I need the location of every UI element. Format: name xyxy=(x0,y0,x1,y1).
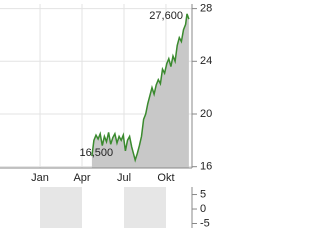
x-tick-label: Jan xyxy=(31,172,49,184)
annotation: 16,500 xyxy=(80,147,114,159)
y-tick-label: 20 xyxy=(200,108,212,120)
y-tick-label: 5 xyxy=(200,188,206,200)
period-band xyxy=(123,187,166,228)
x-tick-label: Apr xyxy=(73,172,90,184)
annotation: 27,600 xyxy=(149,10,183,22)
area xyxy=(91,13,189,169)
x-tick-label: Jul xyxy=(117,172,131,184)
chart: 16 20 24 28 Jan Apr Jul Okt 27,600 16,500 5 0 -5 xyxy=(0,3,212,229)
y-tick-label: 16 xyxy=(200,161,212,173)
x-tick-label: Okt xyxy=(157,172,174,184)
y-tick-label: 0 xyxy=(200,203,206,215)
y-tick-label: 24 xyxy=(200,55,212,67)
y-tick-label: 28 xyxy=(200,3,212,15)
period-band xyxy=(40,187,83,228)
y-tick-label: -5 xyxy=(200,217,210,229)
price-line xyxy=(91,13,190,163)
